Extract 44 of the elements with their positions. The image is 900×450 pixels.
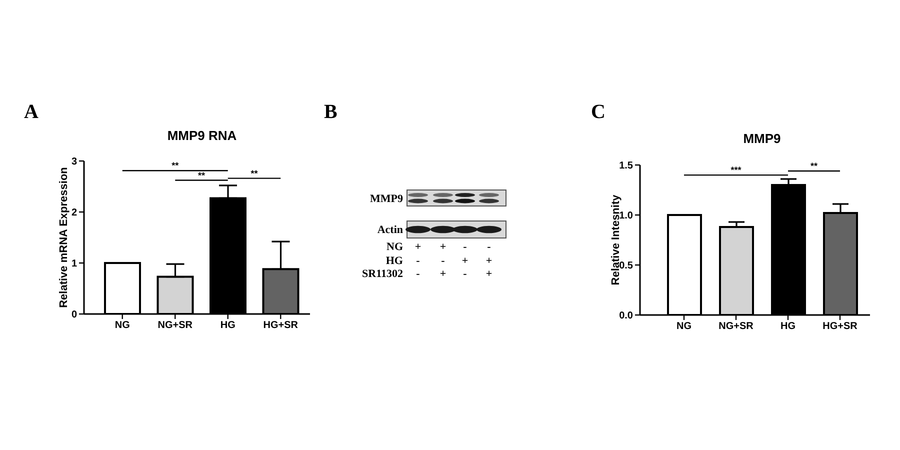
y-tick-label: 0.5 (619, 260, 634, 272)
text: + (462, 255, 468, 267)
text: - (441, 255, 446, 267)
x-tick-label: NG+SR (718, 321, 754, 332)
annotation: ** (250, 168, 258, 178)
text: - (416, 268, 420, 280)
x-tick-label: NG+SR (158, 320, 194, 332)
annotation: ** (810, 161, 818, 171)
text: + (440, 241, 446, 253)
text: + (486, 255, 492, 267)
x-tick-label: NG (114, 320, 130, 332)
x-tick-label: HG+SR (822, 321, 858, 332)
text: - (416, 255, 420, 267)
text: - (463, 268, 468, 280)
chart-title: MMP9 (743, 131, 781, 146)
y-tick-label: 1.0 (619, 210, 634, 222)
x-tick-label: HG+SR (263, 320, 299, 332)
text: + (440, 268, 446, 280)
x-tick-label: HG (220, 320, 236, 332)
text: SR11302 (362, 268, 404, 280)
y-tick-label: 1.5 (619, 160, 634, 172)
y-tick-label: 3 (71, 156, 78, 168)
text: MMP9 (370, 193, 404, 205)
y-tick-label: 0 (71, 310, 78, 321)
text: Actin (377, 224, 403, 236)
text: NG (386, 241, 404, 253)
text: + (486, 268, 492, 280)
chart-title: MMP9 RNA (167, 128, 238, 143)
y-axis-title: Relative mRNA Expression (58, 166, 70, 308)
annotation: ** (172, 160, 180, 171)
text: A (24, 101, 39, 123)
text: C (591, 101, 606, 123)
x-tick-label: HG (780, 321, 796, 332)
text: HG (386, 255, 404, 267)
y-tick-label: 1 (71, 258, 78, 270)
text: + (414, 241, 422, 253)
text: - (487, 241, 492, 253)
annotation: *** (730, 165, 742, 176)
y-tick-label: 0.0 (619, 310, 634, 322)
x-tick-label: NG (676, 321, 692, 332)
annotation: ** (198, 170, 206, 180)
y-tick-label: 2 (71, 208, 78, 219)
text: B (324, 101, 338, 123)
text: - (463, 241, 468, 253)
